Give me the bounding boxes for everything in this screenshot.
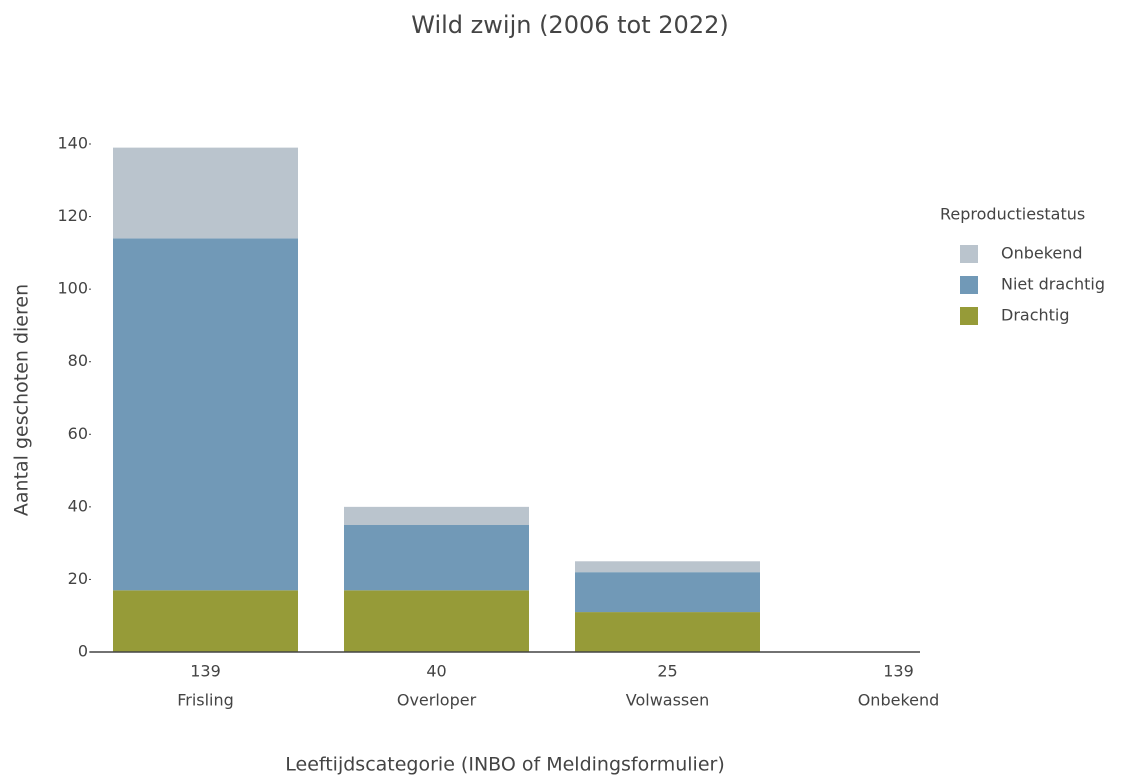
bar-segment	[344, 590, 529, 652]
y-tick-label: 80	[68, 351, 88, 370]
x-tick-label: Volwassen	[626, 691, 709, 710]
legend-label: Onbekend	[1001, 244, 1083, 263]
bar-segment	[344, 506, 529, 525]
x-tick-label: Frisling	[177, 691, 234, 710]
bar-segment	[113, 238, 298, 591]
legend-swatch	[960, 276, 978, 294]
y-tick-label: 100	[57, 279, 88, 298]
bar-segment	[575, 572, 760, 613]
y-tick-label: 120	[57, 206, 88, 225]
x-tick-count: 139	[190, 662, 221, 681]
y-tick-label: 60	[68, 424, 88, 443]
legend-title: Reproductiestatus	[940, 205, 1085, 224]
legend-label: Drachtig	[1001, 306, 1070, 325]
bar-segment	[344, 525, 529, 591]
x-tick-label: Overloper	[397, 691, 477, 710]
y-tick-label: 140	[57, 134, 88, 153]
x-tick-label: Onbekend	[858, 691, 940, 710]
y-axis-title: Aantal geschoten dieren	[11, 284, 33, 516]
bar-segment	[113, 590, 298, 652]
y-tick-label: 0	[78, 642, 88, 661]
bar-segment	[575, 561, 760, 573]
y-tick-label: 20	[68, 569, 88, 588]
legend-label: Niet drachtig	[1001, 275, 1105, 294]
bar-segment	[575, 612, 760, 652]
y-tick-label: 40	[68, 496, 88, 515]
x-tick-count: 40	[426, 662, 446, 681]
legend-swatch	[960, 245, 978, 263]
legend-swatch	[960, 307, 978, 325]
x-axis-title: Leeftijdscategorie (INBO of Meldingsform…	[285, 754, 724, 776]
x-tick-count: 25	[657, 662, 677, 681]
x-tick-count: 139	[883, 662, 914, 681]
chart-title: Wild zwijn (2006 tot 2022)	[411, 11, 728, 39]
bar-segment	[113, 147, 298, 239]
